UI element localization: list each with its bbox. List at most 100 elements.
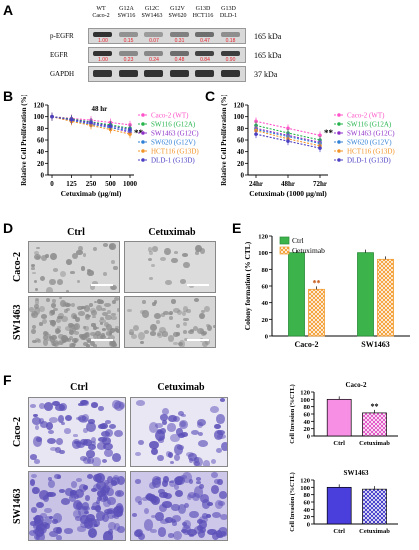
x-tick-label: 500	[105, 180, 116, 188]
blot-row-label: GAPDH	[50, 70, 75, 78]
y-tick-label: 80	[237, 125, 245, 133]
data-point	[50, 114, 54, 119]
y-axis-title: Relative Cell Proliferation (%)	[20, 95, 28, 186]
cell	[31, 267, 35, 270]
cell	[91, 323, 96, 327]
cell	[32, 271, 37, 275]
cell	[84, 332, 91, 339]
column-header: Cetuximab	[148, 227, 196, 238]
cell	[51, 400, 60, 407]
cell	[199, 247, 206, 254]
cell	[90, 487, 97, 493]
cell	[83, 304, 91, 312]
cell	[96, 442, 107, 451]
chart-title: Caco-2	[346, 381, 367, 389]
cell	[144, 329, 150, 334]
cell	[86, 474, 93, 480]
cell	[30, 328, 36, 334]
cell	[161, 479, 169, 487]
cell	[177, 503, 187, 515]
cell	[101, 485, 111, 494]
cell	[183, 321, 188, 326]
row-label: Caco-2	[12, 252, 23, 282]
cell	[138, 440, 145, 446]
cell	[183, 317, 189, 322]
cell	[88, 527, 98, 538]
lane-mutation: G13D	[221, 6, 236, 12]
molecular-weight-label: 165 kDa	[254, 32, 282, 41]
cell	[177, 411, 185, 416]
cell	[58, 297, 62, 300]
cell	[129, 331, 134, 336]
cell	[156, 319, 160, 324]
cell	[38, 322, 44, 327]
cell	[102, 514, 110, 522]
cell	[49, 320, 57, 326]
cell	[29, 520, 37, 526]
cell	[52, 298, 57, 304]
legend-label: SW620 (G12V)	[151, 139, 196, 147]
cell	[162, 311, 169, 316]
cell	[176, 428, 183, 436]
cell	[74, 317, 80, 322]
cell	[185, 452, 194, 458]
cell	[84, 326, 89, 331]
cell	[52, 307, 58, 312]
cell	[47, 334, 51, 338]
cell	[167, 312, 172, 316]
x-tick-label: 48hr	[281, 180, 295, 188]
protein-band	[93, 70, 112, 77]
cell	[54, 327, 61, 334]
cell	[139, 310, 145, 315]
cell	[214, 423, 221, 429]
micrograph	[124, 296, 216, 348]
x-tick-label: SW1463	[361, 340, 389, 349]
cell	[91, 402, 99, 408]
cell	[131, 334, 137, 340]
cell	[199, 329, 204, 334]
cell	[109, 340, 116, 346]
y-tick-label: 20	[37, 160, 45, 168]
cell	[83, 325, 87, 330]
cell	[195, 250, 199, 255]
cell	[104, 480, 109, 486]
cell	[44, 523, 51, 530]
protein-band	[220, 51, 240, 56]
band-quantification: 0.90	[225, 57, 236, 63]
y-tick-label: 120	[300, 478, 310, 485]
cell	[158, 489, 165, 495]
legend-marker	[141, 140, 145, 144]
column-header: Ctrl	[67, 227, 85, 238]
legend-marker	[337, 140, 341, 144]
legend-label: SW116 (G12A)	[151, 121, 196, 129]
data-point	[108, 124, 113, 128]
cell	[182, 522, 187, 526]
cell	[183, 338, 188, 342]
y-tick-label: 120	[34, 102, 45, 110]
y-tick-label: 20	[262, 317, 269, 324]
cell	[154, 423, 163, 428]
panel-label-a: A	[3, 2, 14, 18]
y-tick-label: 100	[258, 250, 268, 257]
cell	[80, 266, 86, 271]
cell	[33, 523, 39, 530]
lane-header: G13D HCT116	[188, 6, 218, 20]
bar	[357, 252, 374, 337]
cell	[49, 531, 58, 538]
cell	[99, 322, 104, 325]
cell	[186, 308, 191, 314]
cell	[40, 513, 47, 519]
cell	[113, 506, 123, 517]
x-tick-label: Cetuximab	[359, 440, 390, 447]
cell	[92, 457, 102, 466]
lane-header: G13D DLD-1	[214, 6, 244, 20]
cell	[34, 424, 40, 430]
band-quantification: 0.23	[123, 57, 134, 63]
band-quantification: 0.48	[174, 57, 185, 63]
cell	[47, 430, 54, 435]
cell	[221, 441, 227, 451]
cell	[217, 478, 223, 486]
protein-band	[169, 51, 189, 56]
cell	[36, 526, 42, 532]
